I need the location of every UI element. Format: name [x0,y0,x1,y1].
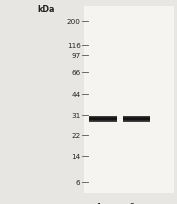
Bar [89,121,117,122]
Text: 66: 66 [71,69,81,75]
Text: 116: 116 [67,43,81,49]
Bar [123,122,150,123]
Bar [89,119,117,120]
Text: 44: 44 [71,92,81,98]
Text: 2: 2 [129,202,134,204]
Bar [123,121,150,122]
Text: 31: 31 [71,112,81,118]
Text: 97: 97 [71,53,81,59]
Bar [89,118,117,119]
Text: 200: 200 [67,18,81,24]
Bar [123,119,150,120]
Text: 14: 14 [71,153,81,159]
Bar [123,116,150,117]
Bar [123,118,150,119]
Bar [123,117,150,118]
Text: 1: 1 [96,202,101,204]
Bar [89,120,117,121]
Bar [84,7,174,193]
Text: 22: 22 [71,133,81,139]
Text: kDa: kDa [37,5,55,14]
Bar [89,122,117,123]
Bar [89,116,117,117]
Text: 6: 6 [76,180,81,186]
Bar [89,117,117,118]
Bar [123,120,150,121]
